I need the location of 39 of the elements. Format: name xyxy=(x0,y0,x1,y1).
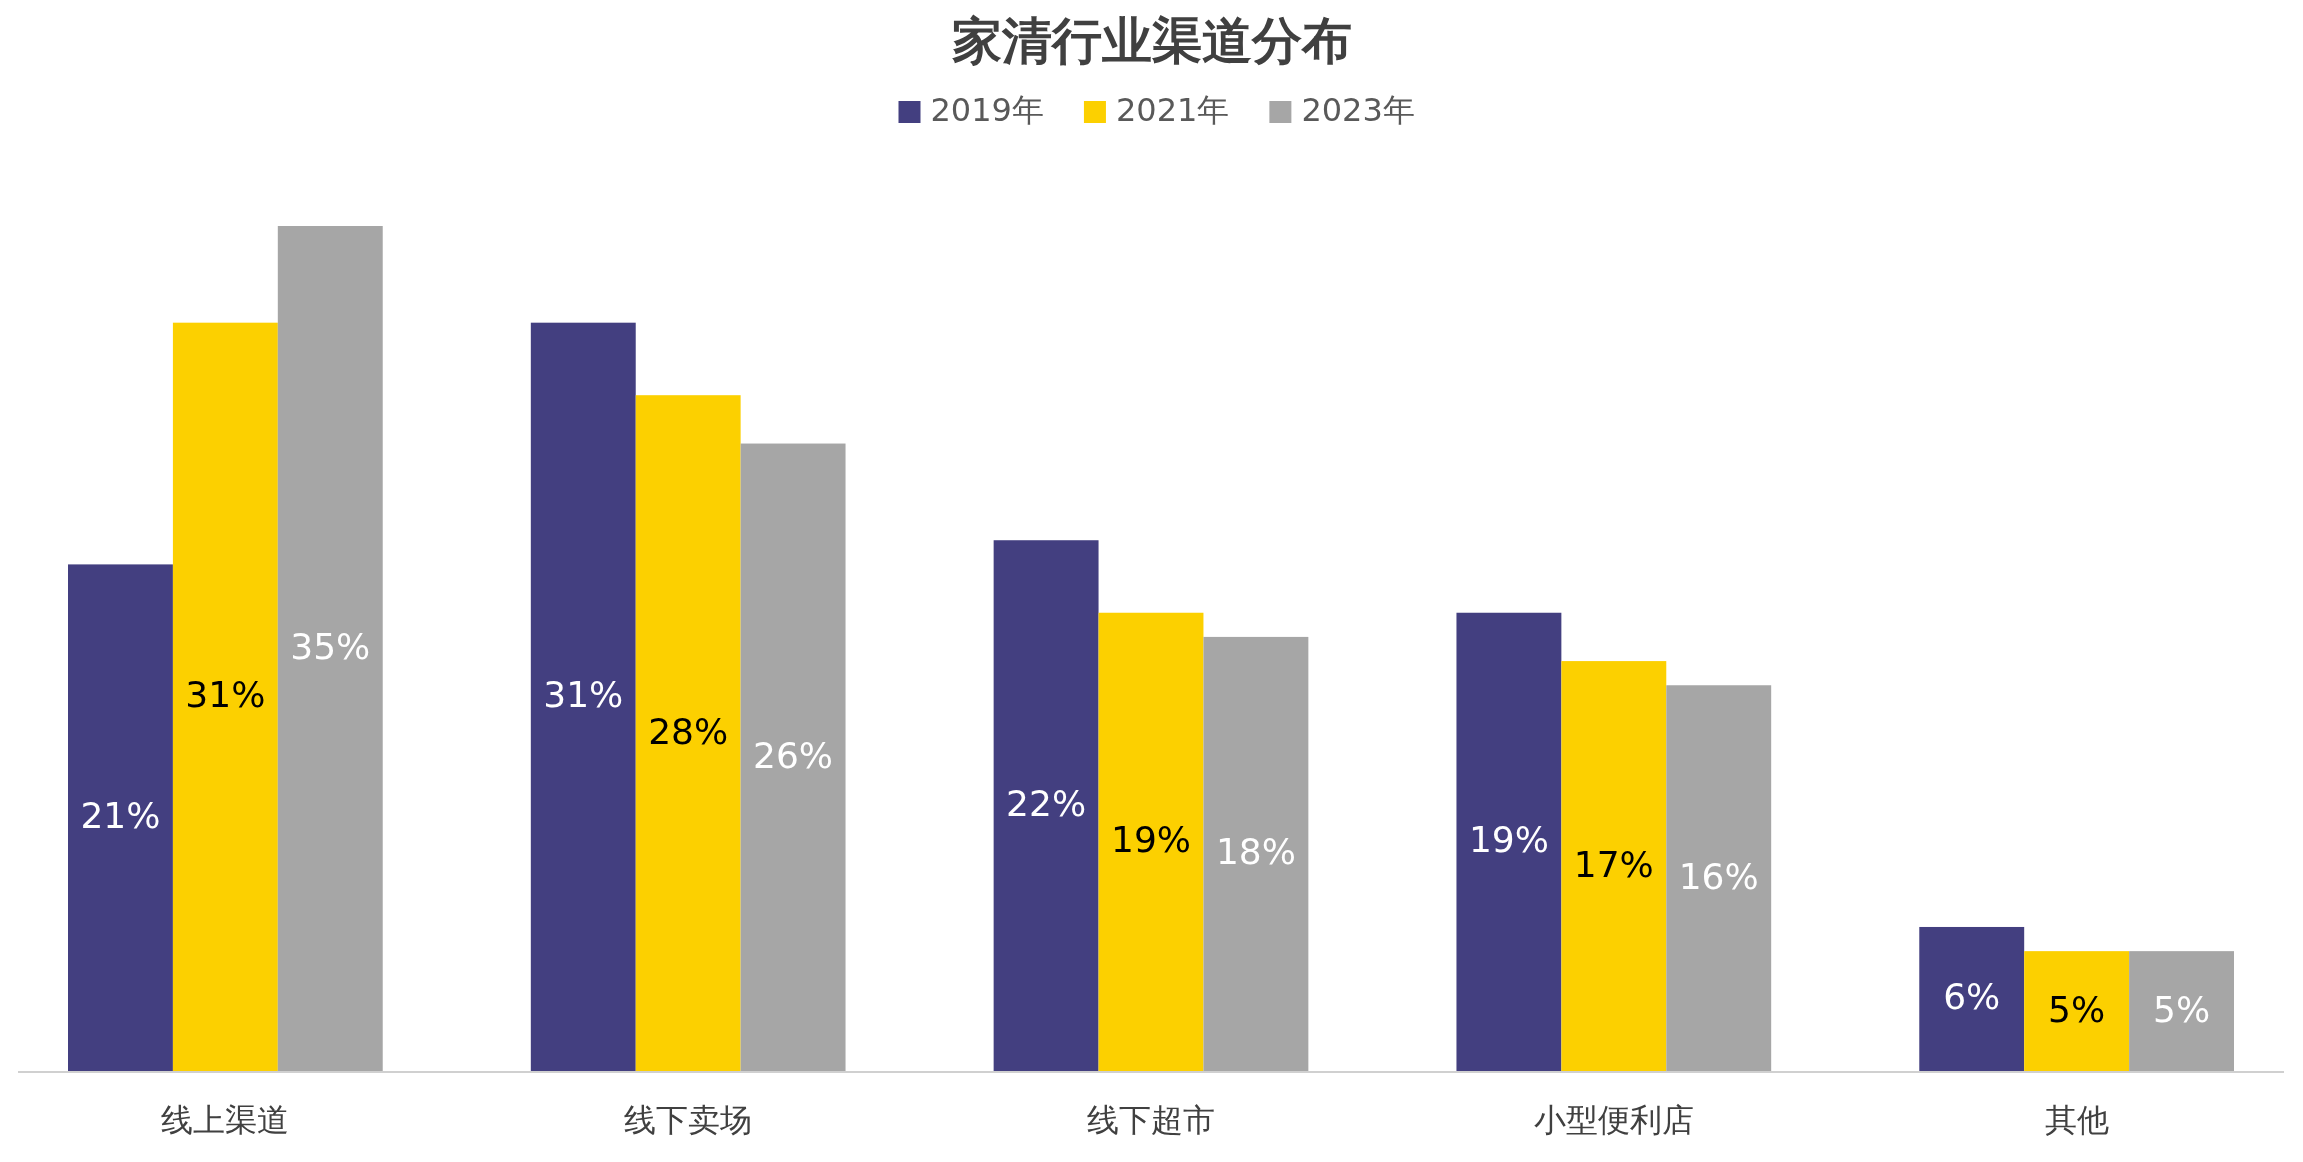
bar xyxy=(1919,926,2025,1072)
data-label: 35% xyxy=(290,626,371,667)
data-label: 21% xyxy=(80,795,161,837)
data-label: 19% xyxy=(1110,819,1192,861)
x-tick-label: 线下卖场 xyxy=(624,1101,753,1139)
bar xyxy=(1203,636,1309,1072)
x-tick-label: 线下超市 xyxy=(1087,1101,1215,1139)
chart-title: 家清行业渠道分布 xyxy=(951,11,1352,70)
bar xyxy=(172,322,278,1072)
bar xyxy=(1561,661,1667,1072)
x-tick-label: 线上渠道 xyxy=(161,1101,290,1139)
bar xyxy=(993,540,1099,1072)
data-label: 5% xyxy=(2152,988,2211,1030)
bar xyxy=(635,395,741,1072)
legend-label: 2021年 xyxy=(1115,91,1230,129)
data-label: 16% xyxy=(1678,855,1759,897)
data-label: 26% xyxy=(753,734,834,776)
bar xyxy=(530,322,636,1072)
data-label: 6% xyxy=(1943,976,2001,1018)
bar xyxy=(740,443,846,1072)
bar xyxy=(2129,951,2234,1072)
data-label: 31% xyxy=(543,674,624,716)
x-tick-label: 其他 xyxy=(2044,1101,2109,1139)
data-label: 28% xyxy=(648,710,729,752)
data-label: 31% xyxy=(185,674,266,716)
data-label: 22% xyxy=(1006,783,1087,825)
bar xyxy=(277,226,383,1072)
x-tick-label: 小型便利店 xyxy=(1533,1101,1694,1139)
bar xyxy=(1666,685,1772,1072)
bar xyxy=(68,564,173,1072)
data-label: 17% xyxy=(1573,843,1654,885)
data-label: 5% xyxy=(2048,988,2106,1030)
data-label: 19% xyxy=(1468,819,1549,861)
bar xyxy=(1098,612,1204,1072)
data-label: 18% xyxy=(1215,831,1296,873)
bar xyxy=(1456,612,1562,1072)
bar xyxy=(2024,951,2130,1072)
legend-label: 2019年 xyxy=(930,91,1044,129)
legend-label: 2023年 xyxy=(1301,91,1415,129)
